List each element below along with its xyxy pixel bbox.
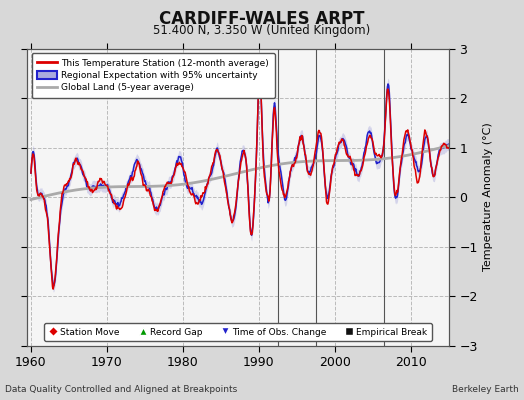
Text: CARDIFF-WALES ARPT: CARDIFF-WALES ARPT: [159, 10, 365, 28]
Text: Data Quality Controlled and Aligned at Breakpoints: Data Quality Controlled and Aligned at B…: [5, 385, 237, 394]
Legend: Station Move, Record Gap, Time of Obs. Change, Empirical Break: Station Move, Record Gap, Time of Obs. C…: [44, 323, 432, 341]
Y-axis label: Temperature Anomaly (°C): Temperature Anomaly (°C): [483, 123, 493, 272]
Text: Berkeley Earth: Berkeley Earth: [452, 385, 519, 394]
Text: 51.400 N, 3.350 W (United Kingdom): 51.400 N, 3.350 W (United Kingdom): [154, 24, 370, 37]
